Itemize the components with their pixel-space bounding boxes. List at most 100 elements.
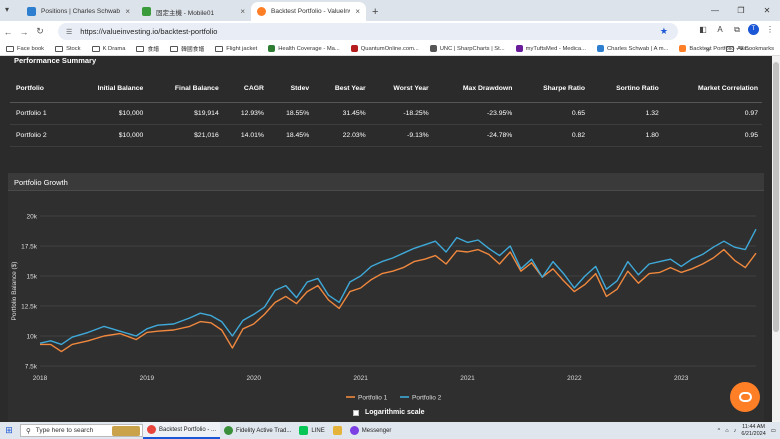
all-bookmarks-button[interactable]: All Bookmarks <box>725 42 774 56</box>
bookmark-item[interactable]: Health Coverage - Ma... <box>268 45 340 52</box>
table-cell: 0.82 <box>516 124 590 147</box>
taskbar-item-label: Fidelity Active Trad... <box>236 427 292 434</box>
table-cell: 12.93% <box>222 102 268 125</box>
x-tick-label: 2020 <box>246 375 261 382</box>
bookmark-star-icon[interactable]: ★ <box>659 26 668 36</box>
table-cell: 18.55% <box>267 102 314 125</box>
bookmark-item[interactable]: Backtest Portfolio - Va... <box>679 45 751 52</box>
table-cell: 22.03% <box>313 124 370 147</box>
notification-icon[interactable]: ▭ <box>770 427 776 434</box>
tab-schwab[interactable]: Positions | Charles Schwab × <box>21 2 136 21</box>
bookmark-label: Charles Schwab | A m... <box>606 45 669 52</box>
tab-label: Backtest Portfolio - ValueInvesting <box>271 8 350 15</box>
maximize-icon[interactable]: ❐ <box>737 6 745 15</box>
extensions-puzzle-icon[interactable]: ⧉ <box>734 24 740 34</box>
page-scrollbar[interactable] <box>772 56 780 422</box>
bookmark-label: Health Coverage - Ma... <box>278 45 340 52</box>
chat-button[interactable] <box>730 382 760 412</box>
series-line-2 <box>39 228 757 346</box>
site-info-icon[interactable]: ☰ <box>66 28 73 36</box>
taskbar-item-label: LINE <box>311 427 325 434</box>
bookmark-item[interactable]: K Drama <box>91 45 125 52</box>
table-cell: $19,914 <box>147 102 223 125</box>
address-bar[interactable]: ☰ https://valueinvesting.io/backtest-por… <box>58 23 678 40</box>
bookmark-item[interactable]: Charles Schwab | A m... <box>596 45 669 52</box>
browser-toolbar: ← → ↻ ☰ https://valueinvesting.io/backte… <box>0 21 780 42</box>
extension-icon[interactable]: ◧ <box>699 25 707 34</box>
close-icon[interactable]: × <box>125 7 130 16</box>
table-cell: Portfolio 2 <box>10 124 70 147</box>
clock[interactable]: 11:44 AM 6/21/2024 <box>741 424 765 438</box>
y-tick-label: 20k <box>27 214 38 221</box>
scrollbar-thumb[interactable] <box>773 62 779 332</box>
network-icon[interactable]: ⌂ <box>725 427 729 434</box>
taskbar-item-messenger[interactable]: Messenger <box>346 422 396 439</box>
table-header-row: Portfolio Initial Balance Final Balance CAG… <box>10 76 762 103</box>
bookmark-item[interactable]: myTuftsMed - Medica... <box>515 45 586 52</box>
log-scale-label: Logarithmic scale <box>365 409 425 416</box>
taskbar-item-explorer[interactable] <box>329 422 346 439</box>
close-icon[interactable]: × <box>240 7 245 16</box>
taskbar-item-line[interactable]: LINE <box>295 422 328 439</box>
valueinvesting-favicon-icon <box>257 7 266 16</box>
folder-icon <box>215 45 224 52</box>
bookmark-item[interactable]: 韓國食譜 <box>170 44 204 53</box>
volume-icon[interactable]: ♪ <box>733 427 737 434</box>
reload-icon[interactable]: ↻ <box>36 26 44 36</box>
file-explorer-icon <box>332 426 342 435</box>
site-favicon-icon <box>596 45 604 52</box>
y-tick-label: 17.5k <box>21 244 38 251</box>
tab-search-icon[interactable]: ▾ <box>5 5 10 14</box>
table-cell: -24.78% <box>432 124 517 147</box>
log-scale-toggle[interactable]: Logarithmic scale <box>353 409 425 416</box>
mobile01-favicon-icon <box>142 7 151 16</box>
bookmark-item[interactable]: Stock <box>55 45 81 52</box>
column-header: Final Balance <box>147 76 223 103</box>
menu-kebab-icon[interactable]: ⋮ <box>766 25 774 34</box>
taskbar-item-fidelity[interactable]: Fidelity Active Trad... <box>220 422 295 439</box>
table-cell: $10,000 <box>69 124 148 147</box>
new-tab-button[interactable]: + <box>372 5 379 18</box>
table-cell: 0.65 <box>516 102 590 125</box>
text-size-icon[interactable]: A <box>717 25 723 34</box>
table-cell: Portfolio 1 <box>10 102 70 125</box>
clock-date: 6/21/2024 <box>741 430 766 437</box>
tab-mobile01[interactable]: 固定主機 - Mobile01 × <box>136 2 251 21</box>
tab-backtest[interactable]: Backtest Portfolio - ValueInvesting × <box>251 2 366 21</box>
bookmark-label: Flight jacket <box>226 45 258 52</box>
legend-label: Portfolio 1 <box>358 395 388 402</box>
bookmark-label: Stock <box>66 45 81 52</box>
bookmark-item[interactable]: QuantumOnline.com... <box>350 45 419 52</box>
folder-icon <box>91 45 100 52</box>
bookmark-item[interactable]: UNC | SharpCharts | St... <box>429 45 505 52</box>
url-text[interactable]: https://valueinvesting.io/backtest-portf… <box>80 27 218 36</box>
x-tick-label: 2021 <box>460 375 475 382</box>
toolbar-actions: ◧ A ⧉ T ⋮ <box>697 24 776 35</box>
bookmark-item[interactable]: Face book <box>6 45 44 52</box>
table-cell: 18.45% <box>267 124 314 147</box>
log-scale-checkbox[interactable] <box>353 409 359 416</box>
taskbar-item-chrome[interactable]: Backtest Portfolio - ... <box>143 422 221 439</box>
bookmark-item[interactable]: Flight jacket <box>215 45 258 52</box>
bookmark-item[interactable]: 食譜 <box>136 44 159 53</box>
taskbar-search[interactable]: ⚲ Type here to search <box>20 424 143 437</box>
profile-avatar[interactable]: T <box>748 24 759 35</box>
clock-time: 11:44 AM <box>742 423 765 430</box>
column-header: Sharpe Ratio <box>516 76 590 103</box>
bookmarks-more-button[interactable]: » <box>705 44 710 54</box>
site-favicon-icon <box>429 45 437 52</box>
folder-icon <box>55 45 64 52</box>
close-window-icon[interactable]: ✕ <box>763 6 771 15</box>
x-tick-label: 2018 <box>33 375 48 382</box>
back-arrow-icon[interactable]: ← <box>3 26 13 37</box>
tab-strip: ▾ Positions | Charles Schwab × 固定主機 - Mo… <box>0 0 780 21</box>
site-favicon-icon <box>515 45 523 52</box>
column-header: Worst Year <box>369 76 433 103</box>
table-cell: 0.97 <box>662 102 762 125</box>
close-icon[interactable]: × <box>355 7 360 16</box>
windows-start-icon[interactable]: ⊞ <box>5 425 13 435</box>
table-cell: 1.80 <box>589 124 663 147</box>
forward-arrow-icon[interactable]: → <box>19 26 29 37</box>
minimize-icon[interactable]: — <box>711 6 719 15</box>
tray-chevron-icon[interactable]: ^ <box>717 427 721 434</box>
